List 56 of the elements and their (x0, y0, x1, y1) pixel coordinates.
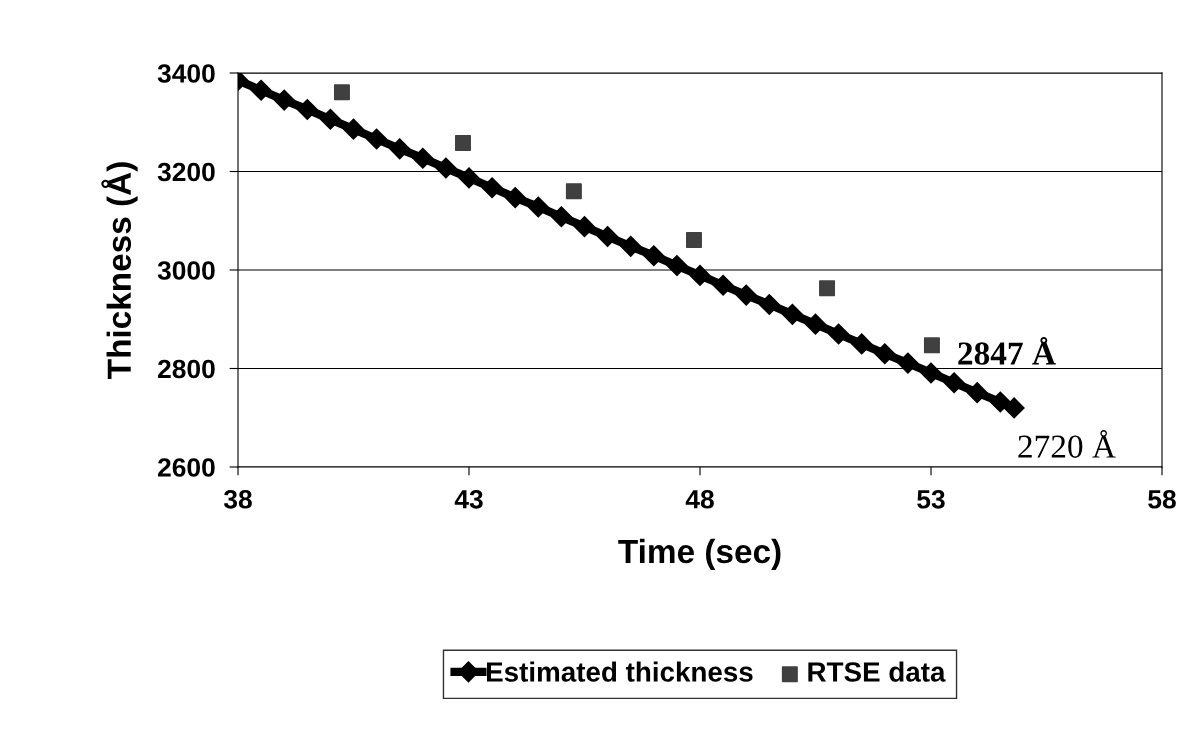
x-tick-label: 38 (223, 489, 252, 509)
point (296, 98, 318, 120)
point (435, 157, 457, 179)
y-tick-label: 3000 (157, 261, 215, 280)
point (366, 128, 388, 150)
point (851, 333, 873, 355)
x-tick-label: 48 (685, 489, 714, 509)
point (735, 284, 757, 306)
point (989, 391, 1011, 413)
point (412, 147, 434, 169)
y-axis-title: Thickness (Å) (101, 162, 138, 379)
point (527, 196, 549, 218)
x-tick-label: 43 (454, 489, 483, 509)
point (943, 372, 965, 394)
point (1003, 397, 1025, 419)
y-tick-label: 2600 (157, 458, 215, 477)
y-tick-label: 3200 (157, 162, 215, 182)
point (458, 167, 480, 189)
annotation: 2847 Å (958, 337, 1056, 365)
point (689, 264, 711, 286)
point (389, 138, 411, 160)
point (666, 255, 688, 277)
point (504, 187, 526, 209)
point (565, 183, 582, 200)
point (573, 216, 596, 238)
point (923, 337, 940, 354)
annotation: 2720 Å (1018, 430, 1116, 458)
point (481, 177, 503, 199)
x-tick-label: 53 (917, 489, 945, 509)
point (712, 274, 734, 296)
point (686, 231, 702, 248)
point (342, 118, 365, 140)
point (620, 235, 642, 257)
point (273, 89, 295, 111)
point (333, 84, 350, 101)
point (804, 313, 827, 335)
x-axis-title: Time (sec) (618, 538, 781, 570)
point (966, 382, 988, 404)
point (758, 293, 780, 315)
point (897, 352, 919, 374)
legend-label: RTSE data (808, 661, 946, 682)
x-tick-label: 58 (1148, 489, 1176, 509)
point (874, 343, 896, 365)
legend-label: Estimated thickness (486, 661, 753, 682)
y-tick-label: 2800 (157, 359, 215, 379)
point (920, 362, 942, 384)
point (597, 225, 619, 248)
point (643, 245, 665, 267)
point (550, 206, 572, 228)
point (250, 79, 272, 101)
point (819, 280, 836, 297)
y-tick-label: 3400 (157, 64, 215, 83)
point (455, 134, 471, 151)
point (828, 323, 850, 345)
point (781, 303, 803, 325)
point (319, 108, 341, 130)
